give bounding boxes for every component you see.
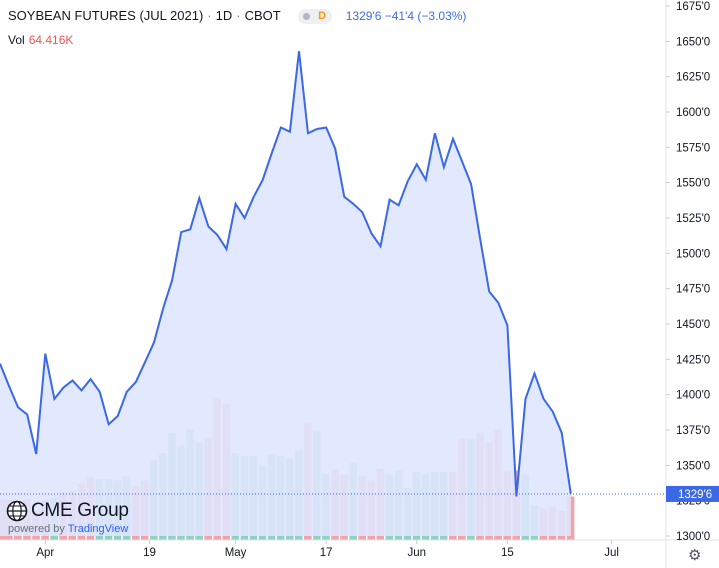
tradingview-link[interactable]: TradingView xyxy=(67,523,129,535)
y-tick-label: 1600'0 xyxy=(676,107,710,119)
y-tick-label: 1625'0 xyxy=(676,72,710,84)
volume-value: 64.416K xyxy=(28,33,74,47)
badge-label: D xyxy=(318,10,327,23)
volume-legend: Vol 64.416K xyxy=(8,33,73,47)
y-tick-label: 1400'0 xyxy=(676,390,710,402)
y-tick-label: 1500'0 xyxy=(676,248,710,260)
y-tick-label: 1575'0 xyxy=(676,142,710,154)
time-axis[interactable]: Apr 19 May 17 Jun 15 Jul xyxy=(36,540,619,559)
price-area xyxy=(0,51,571,536)
y-tick-label: 1350'0 xyxy=(676,460,710,472)
last-price-text: 1329'6 xyxy=(678,489,712,501)
y-tick-label: 1525'0 xyxy=(676,213,710,225)
y-tick-label: 1675'0 xyxy=(676,1,710,13)
logo-name: CME Group xyxy=(31,500,129,521)
symbol-title[interactable]: SOYBEAN FUTURES (JUL 2021) xyxy=(8,8,204,23)
price-line xyxy=(0,51,572,497)
y-tick-label: 1550'0 xyxy=(676,178,710,190)
last-change-text: 1329'6 −41'4 (−3.03%) xyxy=(345,9,467,23)
gear-icon[interactable]: ⚙ xyxy=(688,547,702,564)
cme-logo[interactable]: CME Group powered by TradingView xyxy=(6,500,129,535)
y-tick-label: 1300'0 xyxy=(676,531,710,543)
chart-header: SOYBEAN FUTURES (JUL 2021) · 1D · CBOT D 132… xyxy=(8,8,467,25)
x-tick-label: Jun xyxy=(407,547,426,559)
powered-by[interactable]: powered by TradingView xyxy=(8,523,129,535)
y-tick-label: 1425'0 xyxy=(676,354,710,366)
y-tick-label: 1475'0 xyxy=(676,284,710,296)
interval-label[interactable]: 1D xyxy=(215,8,233,23)
x-tick-label: 15 xyxy=(501,547,514,559)
x-tick-label: Jul xyxy=(604,547,619,559)
x-tick-label: 17 xyxy=(320,547,333,559)
y-tick-label: 1650'0 xyxy=(676,36,710,48)
price-axis[interactable]: 1300'01325'01350'01375'01400'01425'01450… xyxy=(666,1,710,543)
x-tick-label: 19 xyxy=(143,547,156,559)
x-tick-label: Apr xyxy=(36,547,54,559)
volume-label: Vol xyxy=(8,33,25,47)
exchange-label: CBOT xyxy=(244,8,281,23)
cme-globe-icon xyxy=(6,500,28,522)
y-tick-label: 1375'0 xyxy=(676,425,710,437)
powered-by-prefix: powered by xyxy=(8,523,65,535)
status-dot-icon xyxy=(303,13,311,21)
last-price-badge xyxy=(666,485,719,502)
x-tick-label: May xyxy=(225,547,247,559)
market-status-badge[interactable]: D xyxy=(298,9,333,25)
y-tick-label: 1450'0 xyxy=(676,319,710,331)
last-price-label: 1329'6 xyxy=(666,485,719,502)
